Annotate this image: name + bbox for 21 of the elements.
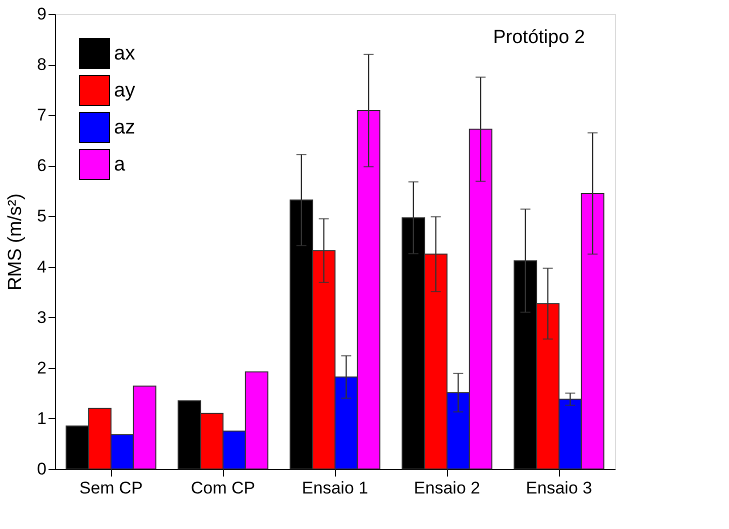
y-tick-label: 7 [37, 106, 46, 125]
y-axis-title: RMS (m/s²) [5, 193, 26, 291]
y-tick-label: 2 [37, 358, 46, 378]
annotation: Protótipo 2 [493, 27, 585, 48]
y-tick-label: 4 [37, 257, 46, 276]
legend-label: ax [114, 42, 136, 64]
y-tick-label: 6 [37, 156, 46, 176]
legend-label: az [114, 116, 136, 138]
legend-label: a [114, 154, 126, 176]
y-tick-label: 1 [37, 408, 46, 428]
x-tick-label: Ensaio 2 [414, 478, 480, 498]
x-tick-label: Sem CP [79, 478, 143, 498]
y-tick-label: 3 [37, 308, 46, 327]
x-tick-label: Ensaio 1 [302, 478, 368, 498]
x-tick-label: Ensaio 3 [526, 478, 592, 498]
y-tick-label: 5 [37, 206, 46, 226]
y-tick-label: 9 [37, 4, 46, 24]
y-tick-label: 0 [37, 460, 46, 478]
y-tick-label: 8 [37, 55, 46, 74]
legend-label: ay [114, 80, 136, 102]
x-tick-label: Com CP [190, 478, 256, 498]
